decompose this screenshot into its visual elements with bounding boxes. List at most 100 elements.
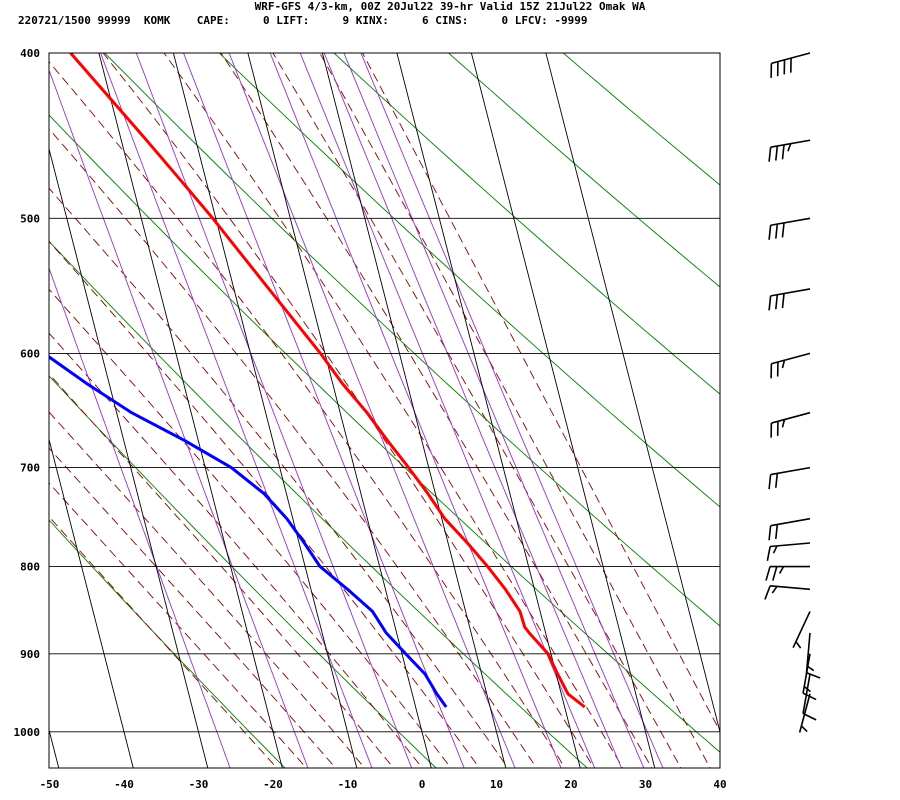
wind-barb-feather (771, 585, 778, 594)
wind-barb-feather (775, 145, 779, 161)
wind-barb (768, 517, 811, 541)
dewpoint-profile-line (49, 355, 448, 708)
moist-adiabat-line (49, 516, 278, 768)
moist-adiabat-line (49, 240, 480, 768)
isotherm-line (172, 53, 358, 768)
chart-header: WRF-GFS 4/3-km, 00Z 20Jul22 39-hr Valid … (0, 0, 900, 42)
wind-barb (768, 288, 811, 311)
wind-barb-feather (781, 293, 785, 309)
mixing-ratio-line (49, 68, 309, 768)
wind-barb-feather (764, 585, 771, 600)
pressure-tick-label: 400 (20, 47, 40, 60)
moist-adiabat-line (49, 447, 337, 768)
pressure-tick-label: 500 (20, 212, 40, 225)
pressure-tick-label: 700 (20, 462, 40, 475)
wind-barb-feather (781, 360, 786, 369)
wind-barb-feather (768, 474, 772, 490)
temperature-tick-label: 10 (490, 778, 503, 791)
dry-adiabat-line (333, 53, 720, 395)
dry-adiabat-line (49, 114, 720, 753)
wind-barb (770, 352, 811, 379)
temperature-profile-line (69, 53, 586, 709)
dry-adiabat-line (49, 240, 588, 768)
moist-adiabat-line (49, 61, 566, 768)
mixing-ratio-line (269, 53, 562, 768)
moist-adiabat-line (319, 53, 711, 768)
temperature-tick-label: -30 (189, 778, 209, 791)
wind-barb-feather (772, 545, 778, 554)
wind-barb-feather (778, 566, 785, 574)
moist-adiabat-line (49, 411, 366, 768)
pressure-tick-label: 600 (20, 347, 40, 360)
moist-adiabat-line (220, 53, 653, 768)
wind-barb-feather (775, 473, 779, 488)
moist-adiabat-line (49, 288, 452, 768)
mixing-ratio-line (100, 53, 373, 768)
wind-barb-feather (800, 725, 808, 733)
isotherm-line (49, 147, 209, 768)
wind-barb (768, 217, 811, 240)
moist-adiabat-line (272, 53, 682, 768)
wind-barb (768, 139, 811, 162)
dry-adiabat-line (104, 53, 720, 627)
wind-barb-feather (768, 525, 772, 541)
isotherm-line (545, 53, 720, 734)
wind-barb-feather (768, 225, 772, 240)
moist-adiabat-line (163, 53, 624, 768)
temperature-tick-label: -40 (114, 778, 134, 791)
pressure-tick-label: 1000 (14, 726, 41, 739)
mixing-ratio-line (228, 53, 516, 768)
wind-barb-feather (781, 144, 785, 160)
wind-barb (770, 411, 811, 438)
temperature-tick-label: -50 (40, 778, 60, 791)
temperature-tick-label: -10 (338, 778, 358, 791)
mixing-ratio-line (343, 53, 645, 768)
tick-labels: 400 500 600 700 800 900 1000 -50 -40 -30 -20 -10 0 10… (14, 47, 727, 791)
dry-adiabat-line (49, 375, 437, 768)
wind-barb-feather (768, 147, 772, 162)
wind-barb-feather (781, 222, 785, 238)
isotherm-line (49, 728, 60, 768)
temperature-tick-label: 40 (713, 778, 726, 791)
moist-adiabat-line (361, 53, 720, 733)
dry-adiabat-line (49, 519, 286, 768)
wind-barbs (764, 52, 821, 733)
wind-barb-feather (768, 295, 772, 311)
wind-barb-feather (775, 524, 779, 540)
mixing-ratio-line (323, 53, 622, 768)
moist-adiabat-line (49, 373, 395, 768)
station-info-line: 220721/1500 99999 KOMK CAPE: 0 LIFT: 9 K… (18, 14, 588, 27)
temperature-tick-label: -20 (263, 778, 283, 791)
wind-barb-staff (802, 673, 811, 714)
wind-barb (805, 632, 821, 679)
isotherm-line (470, 53, 656, 768)
wind-barb-feather (775, 224, 779, 239)
isotherm-line (98, 53, 283, 768)
temperature-tick-label: 30 (639, 778, 652, 791)
moist-adiabat-line (49, 128, 538, 768)
wind-barb-feather (781, 419, 786, 428)
chart-title: WRF-GFS 4/3-km, 00Z 20Jul22 39-hr Valid … (254, 0, 646, 13)
wind-barb-feather (806, 672, 821, 679)
wind-barb (798, 693, 811, 733)
wind-barb (768, 466, 811, 490)
background-lines (49, 53, 720, 768)
dry-adiabat-line (218, 53, 720, 508)
mixing-ratio-line (49, 266, 231, 768)
dry-adiabat-line (447, 53, 720, 288)
wind-barb-feather (765, 566, 771, 581)
mixing-ratio-line (360, 53, 664, 768)
wind-barb-feather (772, 566, 778, 581)
wind-barb-feather (795, 641, 802, 649)
moist-adiabat-line (49, 187, 509, 768)
wind-barb (764, 585, 811, 600)
wind-barb-feather (775, 294, 779, 310)
sounding-series (49, 53, 586, 709)
wind-barb (792, 611, 811, 649)
isotherm-line (321, 53, 507, 768)
temperature-tick-label: 20 (564, 778, 577, 791)
mixing-ratio-line (135, 53, 413, 768)
wind-barb (766, 542, 811, 561)
wind-barb (770, 52, 811, 78)
